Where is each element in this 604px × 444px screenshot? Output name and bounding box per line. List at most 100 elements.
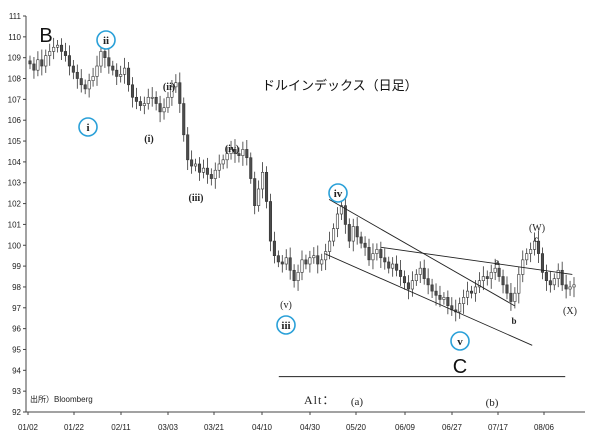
candle-body <box>48 51 52 56</box>
candle-body <box>529 249 533 254</box>
candle-body <box>217 163 221 171</box>
candle-body <box>426 278 430 286</box>
candle-body <box>253 178 257 206</box>
y-tick-label: 106 <box>8 116 22 125</box>
candle-body <box>489 272 493 279</box>
wave-label-(X): (X) <box>563 306 577 317</box>
candle-body <box>261 172 265 190</box>
wave-label-(i): (i) <box>144 134 153 145</box>
candle-body <box>383 257 387 263</box>
wave-circle-v <box>450 331 470 351</box>
wave-circle-i <box>78 117 98 137</box>
candle-body <box>442 297 446 300</box>
y-tick-label: 94 <box>12 366 21 375</box>
candle-body <box>540 253 544 273</box>
y-tick-label: 92 <box>12 408 21 417</box>
candle-body <box>115 69 119 77</box>
candle-body <box>371 253 375 261</box>
candle-body <box>355 226 359 238</box>
candle-body <box>296 272 300 281</box>
wave-circle-iv <box>328 183 348 203</box>
wave-circle-ii <box>96 30 116 50</box>
candle-body <box>414 274 418 281</box>
candle-body <box>32 63 36 71</box>
channel-upper <box>328 199 515 307</box>
candle-body <box>513 292 517 302</box>
candle-body <box>178 82 182 104</box>
x-tick-label: 06/09 <box>395 423 416 432</box>
candle-body <box>284 257 288 265</box>
candle-body <box>324 251 328 261</box>
candle-body <box>201 167 205 173</box>
candle-body <box>564 284 568 290</box>
candle-body <box>158 103 162 113</box>
wave-label-(W): (W) <box>529 223 545 234</box>
candle-body <box>119 74 123 77</box>
candle-body <box>237 153 241 156</box>
candle-body <box>399 269 403 277</box>
candle-body <box>332 228 336 242</box>
x-tick-label: 01/22 <box>64 423 85 432</box>
y-tick-label: 105 <box>8 137 22 146</box>
candle-body <box>481 276 485 281</box>
candle-body <box>52 46 56 52</box>
candle-body <box>245 149 249 159</box>
candle-body <box>233 149 237 154</box>
wave-label-C: C <box>453 356 467 378</box>
x-tick-label: 03/03 <box>158 423 179 432</box>
x-tick-label: 06/27 <box>442 423 463 432</box>
y-tick-label: 101 <box>8 220 22 229</box>
candle-body <box>79 78 83 86</box>
candle-body <box>209 174 213 179</box>
y-tick-label: 110 <box>8 33 21 42</box>
candle-body <box>536 240 541 254</box>
y-tick-label: 108 <box>8 75 22 84</box>
wave-label-(ii): (ii) <box>163 82 175 93</box>
candle-body <box>221 159 225 165</box>
wave-label-(iv): (iv) <box>225 144 239 155</box>
candle-body <box>150 96 154 99</box>
candle-body <box>123 67 127 75</box>
candle-body <box>458 303 462 313</box>
candle-body <box>363 242 367 248</box>
candle-body <box>312 255 316 259</box>
wave-label-(a): (a) <box>351 396 364 408</box>
chart-title: ドルインデックス（日足） <box>262 78 418 94</box>
wave-label-i: i <box>86 122 89 134</box>
candle-body <box>60 44 64 52</box>
candle-body <box>229 149 233 154</box>
y-tick-label: 104 <box>8 158 22 167</box>
source-label: 出所）Bloomberg <box>30 394 93 404</box>
y-tick-label: 111 <box>9 12 22 21</box>
candle-body <box>466 290 470 298</box>
candle-body <box>87 80 91 90</box>
y-tick-label: 107 <box>8 95 22 104</box>
candle-body <box>430 284 434 292</box>
y-tick-label: 97 <box>12 304 21 313</box>
candle-body <box>28 60 32 65</box>
y-tick-label: 99 <box>12 262 21 271</box>
candle-body <box>225 153 229 161</box>
candle-body <box>264 172 269 202</box>
candle-body <box>44 55 48 67</box>
candle-body <box>56 44 60 48</box>
candle-body <box>391 263 395 269</box>
candle-body <box>241 149 245 156</box>
candle-body <box>418 267 422 275</box>
candle-body <box>316 255 320 265</box>
y-tick-label: 109 <box>8 54 22 63</box>
wave-label-(v): (v) <box>280 300 292 311</box>
candle-body <box>107 57 111 67</box>
x-tick-label: 05/20 <box>346 423 367 432</box>
candle-body <box>134 96 138 102</box>
candle-body <box>501 276 505 286</box>
candle-body <box>280 261 284 265</box>
candle-body <box>75 71 79 79</box>
candle-body <box>469 290 474 294</box>
wave-label-c: c <box>534 234 538 244</box>
candle-body <box>127 67 131 86</box>
x-tick-label: 07/17 <box>488 423 509 432</box>
candle-body <box>91 76 95 81</box>
candle-body <box>71 65 75 73</box>
x-tick-label: 01/02 <box>18 423 39 432</box>
